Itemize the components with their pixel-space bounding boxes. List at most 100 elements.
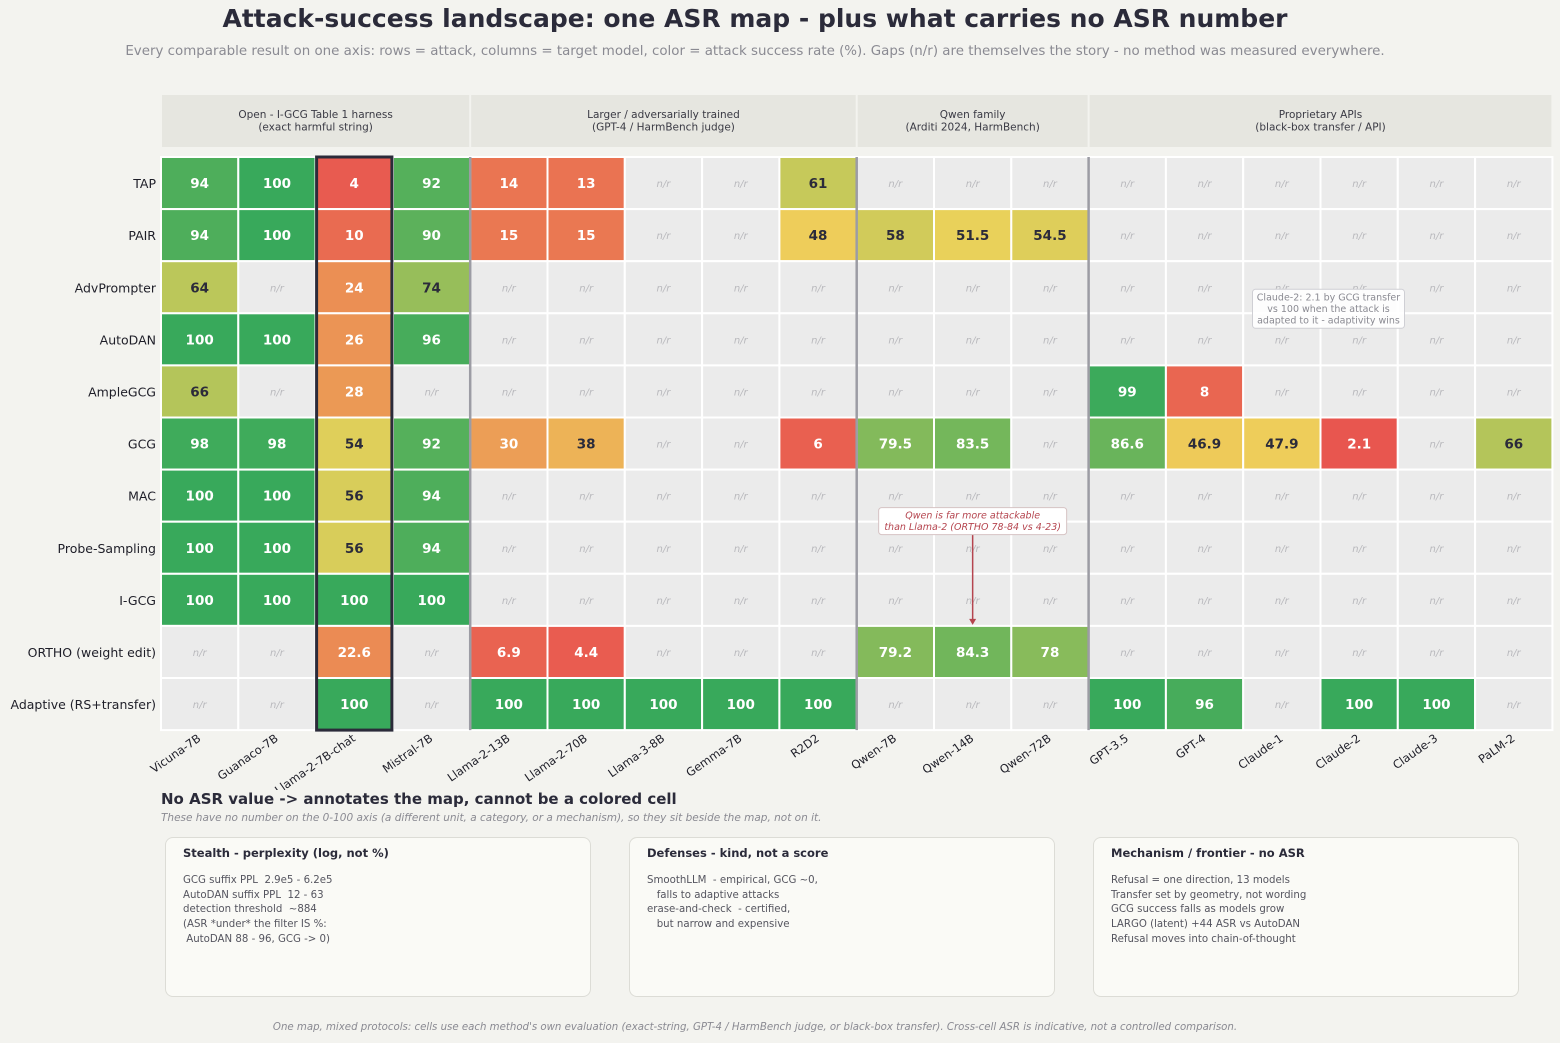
box-line: GCG success falls as models grow bbox=[1111, 904, 1285, 916]
cell-label-missing: n/r bbox=[966, 335, 981, 346]
heatmap-cell-missing bbox=[469, 572, 549, 627]
heatmap-cell bbox=[469, 208, 549, 263]
cell-value-label: 100 bbox=[263, 228, 291, 244]
heatmap-cell-missing bbox=[778, 572, 858, 627]
cell-value-label: 86.6 bbox=[1111, 437, 1144, 453]
heatmap-cell-missing bbox=[1010, 572, 1090, 627]
cell-label-missing: n/r bbox=[888, 544, 903, 555]
row-label: TAP bbox=[132, 176, 156, 191]
cell-value-label: 4 bbox=[350, 176, 359, 192]
cell-label-missing: n/r bbox=[502, 283, 517, 294]
cell-value-label: 56 bbox=[345, 541, 364, 557]
heatmap-cell-missing bbox=[778, 520, 858, 575]
box-line: detection threshold ~884 bbox=[183, 904, 317, 916]
cell-label-missing: n/r bbox=[734, 283, 749, 294]
cell-label-missing: n/r bbox=[657, 179, 672, 190]
below-section-subtitle: These have no number on the 0-100 axis (… bbox=[161, 812, 822, 824]
cell-value-label: 79.2 bbox=[879, 645, 912, 661]
cell-label-missing: n/r bbox=[1507, 492, 1522, 503]
heatmap-cell bbox=[237, 572, 317, 627]
cell-value-label: 100 bbox=[263, 541, 291, 557]
cell-label-missing: n/r bbox=[1507, 596, 1522, 607]
cell-label-missing: n/r bbox=[1198, 596, 1213, 607]
heatmap-cell-missing bbox=[1474, 312, 1554, 367]
heatmap-cell bbox=[237, 416, 317, 471]
row-label: PAIR bbox=[128, 228, 156, 243]
heatmap-cell bbox=[160, 260, 240, 315]
heatmap-cell-missing bbox=[701, 624, 781, 680]
cell-label-missing: n/r bbox=[1043, 335, 1058, 346]
heatmap-cell bbox=[1474, 416, 1554, 471]
cell-label-missing: n/r bbox=[1120, 544, 1135, 555]
cell-value-label: 94 bbox=[190, 176, 209, 192]
heatmap-cell bbox=[391, 156, 472, 211]
heatmap-cell-missing bbox=[546, 572, 626, 627]
column-group-header bbox=[857, 95, 1088, 147]
column-group-label: Qwen family bbox=[940, 109, 1006, 121]
cell-label-missing: n/r bbox=[193, 700, 208, 711]
cell-label-missing: n/r bbox=[1198, 231, 1213, 242]
cell-label-missing: n/r bbox=[502, 335, 517, 346]
box-line: AutoDAN 88 - 96, GCG -> 0) bbox=[183, 933, 330, 945]
heatmap-cell bbox=[778, 208, 858, 263]
cell-label-missing: n/r bbox=[270, 648, 285, 659]
heatmap-cell-missing bbox=[1319, 624, 1399, 680]
cell-label-missing: n/r bbox=[1430, 544, 1445, 555]
stealth-box: Stealth - perplexity (log, not %) GCG su… bbox=[165, 837, 591, 997]
cell-value-label: 22.6 bbox=[338, 645, 371, 661]
box-line: AutoDAN suffix PPL 12 - 63 bbox=[183, 889, 324, 901]
cell-value-label: 100 bbox=[263, 489, 291, 505]
cell-label-missing: n/r bbox=[1275, 492, 1290, 503]
heatmap-cell bbox=[1010, 208, 1090, 263]
cell-value-label: 98 bbox=[190, 437, 209, 453]
heatmap-cell-missing bbox=[933, 364, 1013, 419]
heatmap-cell-missing bbox=[237, 364, 317, 419]
heatmap-cell bbox=[160, 364, 240, 419]
cell-label-missing: n/r bbox=[1352, 387, 1367, 398]
heatmap-cell-missing bbox=[1319, 156, 1399, 211]
column-tick-label: Claude-3 bbox=[1390, 731, 1440, 772]
cell-label-missing: n/r bbox=[1275, 387, 1290, 398]
box-line: LARGO (latent) +44 ASR vs AutoDAN bbox=[1111, 919, 1301, 931]
cell-label-missing: n/r bbox=[579, 335, 594, 346]
heatmap-cell bbox=[314, 312, 394, 367]
heatmap-cell-missing bbox=[701, 468, 781, 523]
heatmap-cell-missing bbox=[1396, 572, 1477, 627]
heatmap-cell bbox=[546, 156, 626, 211]
mechanism-box: Mechanism / frontier - no ASR Refusal = … bbox=[1093, 837, 1519, 997]
heatmap-cell-missing bbox=[1396, 156, 1477, 211]
chart-subtitle: Every comparable result on one axis: row… bbox=[125, 44, 1385, 59]
cell-label-missing: n/r bbox=[657, 387, 672, 398]
heatmap-cell bbox=[391, 468, 472, 523]
heatmap-cell-missing bbox=[778, 260, 858, 315]
cell-label-missing: n/r bbox=[1430, 596, 1445, 607]
heatmap-cell-missing bbox=[623, 208, 704, 263]
cell-label-missing: n/r bbox=[734, 179, 749, 190]
heatmap-cell-missing bbox=[1087, 572, 1167, 627]
heatmap-cell-missing bbox=[623, 572, 704, 627]
heatmap-cell-missing bbox=[1164, 468, 1245, 523]
cell-value-label: 54.5 bbox=[1033, 228, 1066, 244]
cell-label-missing: n/r bbox=[1120, 492, 1135, 503]
cell-label-missing: n/r bbox=[657, 335, 672, 346]
cell-value-label: 100 bbox=[186, 593, 214, 609]
annotation-box bbox=[878, 507, 1068, 536]
heatmap-cell bbox=[391, 416, 472, 471]
box-line: Refusal moves into chain-of-thought bbox=[1111, 933, 1296, 945]
row-label: Adaptive (RS+transfer) bbox=[10, 697, 156, 712]
cell-label-missing: n/r bbox=[657, 492, 672, 503]
heatmap-cell-missing bbox=[701, 416, 781, 471]
heatmap-cell bbox=[778, 677, 858, 732]
heatmap-cell-missing bbox=[391, 677, 472, 732]
heatmap-cell bbox=[1319, 416, 1399, 471]
heatmap-cell-missing bbox=[1474, 208, 1554, 263]
column-tick-label: Qwen-14B bbox=[920, 731, 977, 777]
cell-value-label: 100 bbox=[804, 697, 832, 713]
cell-value-label: 47.9 bbox=[1265, 437, 1298, 453]
cell-value-label: 98 bbox=[268, 437, 287, 453]
cell-value-label: 26 bbox=[345, 332, 364, 348]
box-line: (ASR *under* the filter IS %: bbox=[183, 919, 327, 931]
stealth-box-title: Stealth - perplexity (log, not %) bbox=[183, 846, 389, 860]
cell-value-label: 14 bbox=[499, 176, 518, 192]
cell-label-missing: n/r bbox=[1198, 283, 1213, 294]
